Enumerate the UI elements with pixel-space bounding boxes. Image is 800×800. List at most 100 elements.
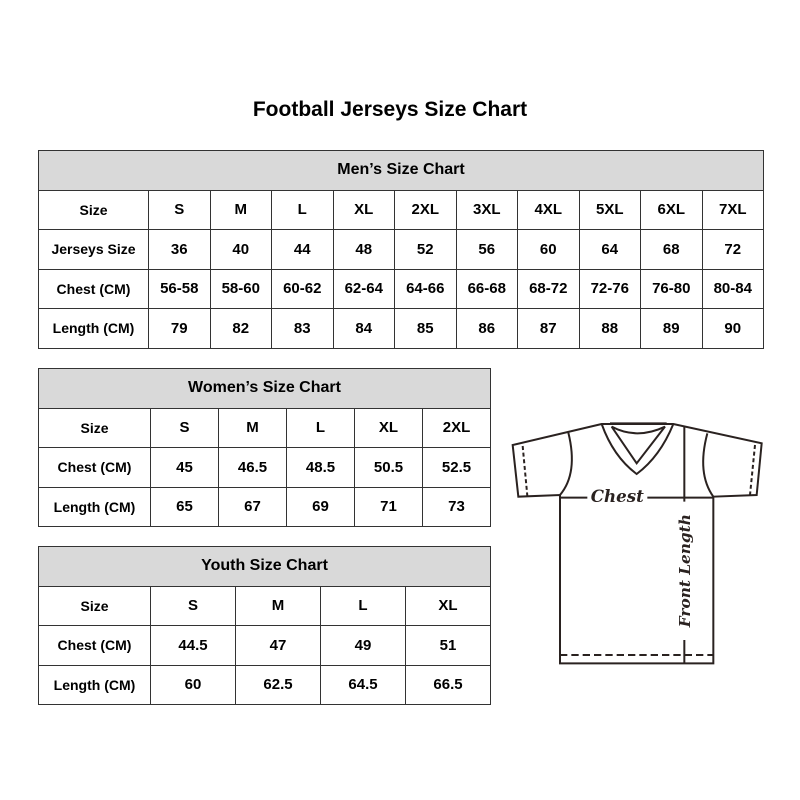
table-cell: XL bbox=[332, 189, 395, 230]
table-cell: 67 bbox=[218, 486, 287, 527]
table-cell: 5XL bbox=[578, 189, 641, 230]
left-sleeve-seam bbox=[559, 432, 573, 496]
row-label: Chest (CM) bbox=[38, 625, 151, 666]
collar-inner bbox=[610, 422, 667, 466]
table-cell: 86 bbox=[455, 308, 518, 349]
table-cell: 80-84 bbox=[701, 268, 764, 309]
table-cell: M bbox=[235, 585, 321, 626]
table-cell: 7XL bbox=[701, 189, 764, 230]
table-cell: 72-76 bbox=[578, 268, 641, 309]
table-cell: S bbox=[148, 189, 211, 230]
row-label: Size bbox=[38, 189, 149, 230]
table-cell: 73 bbox=[422, 486, 491, 527]
youth-table-heading: Youth Size Chart bbox=[38, 546, 491, 587]
mens-size-table: Men’s Size Chart Size S M L XL 2XL 3XL 4XL 5XL 6X… bbox=[38, 150, 764, 349]
table-row: Size S M L XL 2XL bbox=[38, 407, 491, 448]
table-cell: 60 bbox=[517, 229, 580, 270]
table-cell: 36 bbox=[148, 229, 211, 270]
table-cell: 66.5 bbox=[405, 664, 491, 705]
table-row: Chest (CM) 56-58 58-60 60-62 62-64 64-66 66-68… bbox=[38, 268, 764, 309]
table-cell: 64-66 bbox=[394, 268, 457, 309]
row-label: Chest (CM) bbox=[38, 447, 151, 488]
table-cell: 69 bbox=[286, 486, 355, 527]
row-label: Chest (CM) bbox=[38, 268, 149, 309]
table-cell: 51 bbox=[405, 625, 491, 666]
table-cell: XL bbox=[405, 585, 491, 626]
table-cell: 62.5 bbox=[235, 664, 321, 705]
table-cell: 64 bbox=[578, 229, 641, 270]
table-cell: 44 bbox=[271, 229, 334, 270]
left-sleeve-hem bbox=[521, 445, 529, 497]
table-cell: 88 bbox=[578, 308, 641, 349]
table-cell: 79 bbox=[148, 308, 211, 349]
row-label: Jerseys Size bbox=[38, 229, 149, 270]
table-cell: 62-64 bbox=[332, 268, 395, 309]
row-label: Length (CM) bbox=[38, 664, 151, 705]
table-cell: 60-62 bbox=[271, 268, 334, 309]
table-cell: 50.5 bbox=[354, 447, 423, 488]
table-cell: L bbox=[271, 189, 334, 230]
jersey-outline bbox=[511, 423, 763, 665]
table-row: Jerseys Size 36 40 44 48 52 56 60 64 68 72 bbox=[38, 229, 764, 270]
table-cell: 48.5 bbox=[286, 447, 355, 488]
table-row: Length (CM) 65 67 69 71 73 bbox=[38, 486, 491, 527]
table-cell: 84 bbox=[332, 308, 395, 349]
front-length-label: Front Length bbox=[676, 514, 694, 628]
row-label: Size bbox=[38, 585, 151, 626]
womens-size-table: Women’s Size Chart Size S M L XL 2XL Chest (CM… bbox=[38, 368, 491, 527]
collar-outer bbox=[600, 423, 675, 476]
table-cell: 52.5 bbox=[422, 447, 491, 488]
womens-table-heading: Women’s Size Chart bbox=[38, 368, 491, 409]
table-cell: 45 bbox=[150, 447, 219, 488]
table-cell: 76-80 bbox=[640, 268, 703, 309]
table-cell: 2XL bbox=[422, 407, 491, 448]
mens-table-heading: Men’s Size Chart bbox=[38, 150, 764, 191]
table-cell: 68-72 bbox=[517, 268, 580, 309]
table-cell: 40 bbox=[209, 229, 272, 270]
chest-label: Chest bbox=[591, 486, 644, 506]
table-cell: 56-58 bbox=[148, 268, 211, 309]
table-row: Chest (CM) 44.5 47 49 51 bbox=[38, 625, 491, 666]
table-cell: 6XL bbox=[640, 189, 703, 230]
table-cell: L bbox=[320, 585, 406, 626]
table-cell: 58-60 bbox=[209, 268, 272, 309]
table-row: Chest (CM) 45 46.5 48.5 50.5 52.5 bbox=[38, 447, 491, 488]
table-cell: 66-68 bbox=[455, 268, 518, 309]
youth-size-table: Youth Size Chart Size S M L XL Chest (CM) 44.5… bbox=[38, 546, 491, 705]
table-cell: 46.5 bbox=[218, 447, 287, 488]
table-cell: 87 bbox=[517, 308, 580, 349]
table-cell: 90 bbox=[701, 308, 764, 349]
jersey-diagram: Chest Front Length bbox=[511, 422, 763, 665]
table-cell: M bbox=[209, 189, 272, 230]
table-cell: S bbox=[150, 407, 219, 448]
table-row: Length (CM) 60 62.5 64.5 66.5 bbox=[38, 664, 491, 705]
table-row: Length (CM) 79 82 83 84 85 86 87 88 89 90 bbox=[38, 308, 764, 349]
row-label: Size bbox=[38, 407, 151, 448]
row-label: Length (CM) bbox=[38, 486, 151, 527]
table-cell: 85 bbox=[394, 308, 457, 349]
table-row: Size S M L XL bbox=[38, 585, 491, 626]
table-cell: 3XL bbox=[455, 189, 518, 230]
table-cell: M bbox=[218, 407, 287, 448]
table-cell: 89 bbox=[640, 308, 703, 349]
table-cell: XL bbox=[354, 407, 423, 448]
table-cell: 52 bbox=[394, 229, 457, 270]
table-cell: 71 bbox=[354, 486, 423, 527]
table-cell: 49 bbox=[320, 625, 406, 666]
table-cell: 82 bbox=[209, 308, 272, 349]
table-cell: L bbox=[286, 407, 355, 448]
right-sleeve-hem bbox=[749, 444, 756, 496]
table-cell: 72 bbox=[701, 229, 764, 270]
table-cell: 47 bbox=[235, 625, 321, 666]
row-label: Length (CM) bbox=[38, 308, 149, 349]
table-cell: 64.5 bbox=[320, 664, 406, 705]
page-title: Football Jerseys Size Chart bbox=[252, 98, 528, 121]
table-cell: 2XL bbox=[394, 189, 457, 230]
table-cell: 44.5 bbox=[150, 625, 236, 666]
table-cell: 83 bbox=[271, 308, 334, 349]
table-cell: 68 bbox=[640, 229, 703, 270]
table-cell: 56 bbox=[455, 229, 518, 270]
table-row: Size S M L XL 2XL 3XL 4XL 5XL 6XL 7XL bbox=[38, 189, 764, 230]
table-cell: 65 bbox=[150, 486, 219, 527]
